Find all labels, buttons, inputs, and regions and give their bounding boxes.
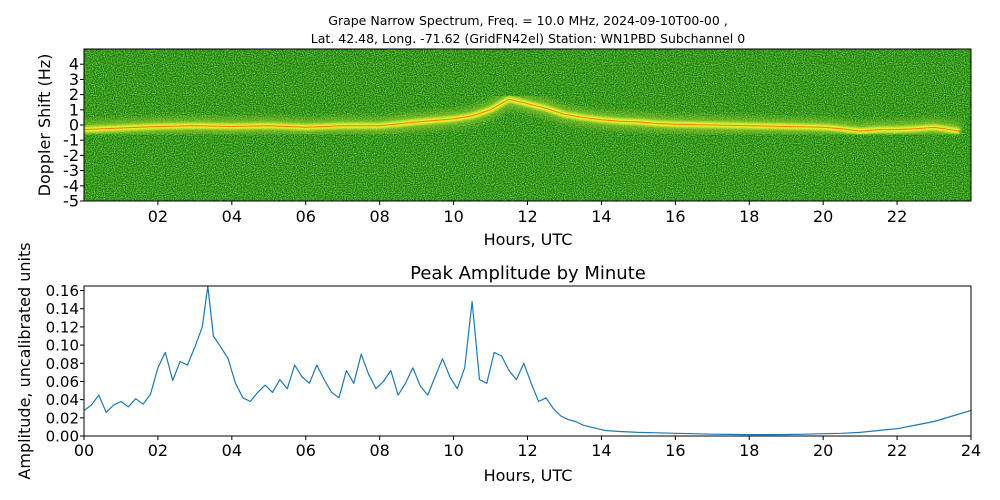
amplitude-x-tick-label: 00 [74,441,94,460]
spectrogram-y-tick-label: 3 [69,70,79,89]
spectrogram-x-tick-label: 20 [813,207,833,226]
amplitude-x-tick-label: 14 [591,441,611,460]
spectrogram-title-line1: Grape Narrow Spectrum, Freq. = 10.0 MHz,… [328,13,727,28]
spectrogram-x-tick-label: 06 [296,207,316,226]
amplitude-y-tick-label: 0.00 [46,428,79,446]
spectrogram-panel: Grape Narrow Spectrum, Freq. = 10.0 MHz,… [35,13,972,249]
spectrogram-y-tick-label: 1 [69,100,79,119]
amplitude-x-tick-label: 04 [222,441,242,460]
spectrogram-x-label: Hours, UTC [484,230,573,249]
spectrogram-x-tick-label: 12 [517,207,537,226]
spectrogram-y-tick-label: -3 [63,161,79,180]
spectrogram-y-tick-label: 0 [69,116,79,135]
amplitude-x-tick-label: 16 [665,441,685,460]
amplitude-x-tick-label: 22 [887,441,907,460]
spectrogram-y-tick-label: -1 [63,131,79,150]
spectrogram-y-tick-label: -4 [63,176,79,195]
amplitude-y-tick-label: 0.10 [46,337,79,355]
spectrogram-image [84,49,971,201]
doppler-trace-core [84,98,960,132]
amplitude-y-tick-label: 0.14 [46,300,79,318]
amplitude-plot-area [84,286,971,436]
spectrogram-y-tick-label: -5 [63,192,79,211]
spectrogram-x-tick-label: 10 [443,207,463,226]
amplitude-x-ticks: 00 02 04 06 08 10 12 14 16 18 20 22 24 [74,436,981,460]
spectrogram-x-tick-label: 02 [148,207,168,226]
amplitude-x-tick-label: 12 [517,441,537,460]
amplitude-x-tick-label: 08 [369,441,389,460]
doppler-trace [84,89,962,141]
amplitude-y-label: Amplitude, uncalibrated units [15,242,34,479]
amplitude-y-tick-label: 0.08 [46,355,79,373]
amplitude-x-label: Hours, UTC [484,466,573,485]
amplitude-series-line [84,286,971,436]
amplitude-y-tick-label: 0.02 [46,409,79,427]
spectrogram-x-tick-label: 18 [739,207,759,226]
amplitude-y-tick-label: 0.06 [46,373,79,391]
spectrogram-title-line2: Lat. 42.48, Long. -71.62 (GridFN42el) St… [311,31,745,46]
amplitude-y-tick-label: 0.16 [46,282,79,300]
spectrogram-y-tick-label: 2 [69,85,79,104]
spectrogram-x-ticks: 02 04 06 08 10 12 14 16 18 20 22 [148,201,907,226]
amplitude-x-tick-label: 02 [148,441,168,460]
amplitude-x-tick-label: 10 [443,441,463,460]
amplitude-y-ticks: 0.000.020.040.060.080.100.120.140.16 [46,282,84,446]
amplitude-x-tick-label: 06 [296,441,316,460]
spectrogram-x-tick-label: 08 [369,207,389,226]
spectrogram-y-label: Doppler Shift (Hz) [35,54,54,197]
amplitude-x-tick-label: 24 [961,441,981,460]
amplitude-title: Peak Amplitude by Minute [410,263,646,284]
amplitude-x-tick-label: 20 [813,441,833,460]
spectrogram-x-tick-label: 14 [591,207,611,226]
spectrogram-y-tick-label: -2 [63,146,79,165]
spectrogram-x-tick-label: 16 [665,207,685,226]
amplitude-x-tick-label: 18 [739,441,759,460]
amplitude-panel: Peak Amplitude by Minute 0.000.020.040.0… [15,242,981,485]
spectrogram-y-tick-label: 4 [69,55,79,74]
amplitude-y-tick-label: 0.04 [46,391,79,409]
spectrogram-x-tick-label: 22 [887,207,907,226]
spectrogram-x-tick-label: 04 [222,207,242,226]
amplitude-y-tick-label: 0.12 [46,318,79,336]
